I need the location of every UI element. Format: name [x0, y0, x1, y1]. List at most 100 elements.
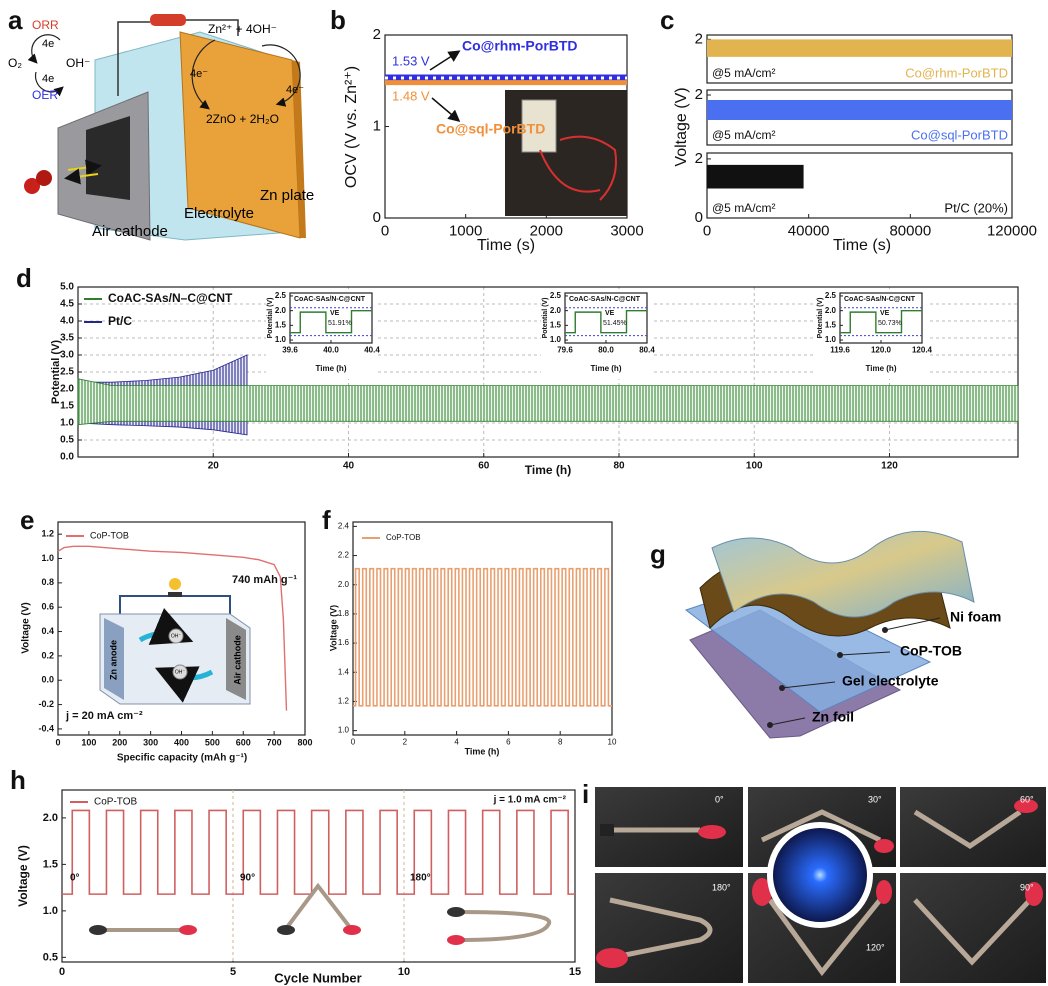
label: Air cathode — [232, 635, 242, 685]
x-tick-label: 39.6 — [282, 345, 298, 354]
panel-label: c — [660, 5, 674, 35]
x-tick-label: 40.4 — [364, 345, 380, 354]
y-tick-label: 1 — [373, 117, 381, 134]
y-tick-label: 2 — [373, 26, 381, 43]
arrow — [429, 50, 461, 71]
inset-background — [541, 289, 653, 379]
plot-frame — [77, 286, 1019, 458]
label: 180° — [712, 882, 731, 892]
annotation: VE — [605, 310, 615, 317]
label: ORR — [32, 18, 59, 32]
annotation: 180° — [410, 873, 431, 884]
photo-clip — [447, 907, 465, 917]
y-tick-label: 0.8 — [41, 577, 54, 587]
y-tick-label: 4.5 — [60, 299, 74, 310]
y-tick-label: 2.2 — [338, 551, 350, 560]
annotation: 90° — [240, 873, 255, 884]
photo-clip — [179, 925, 197, 935]
x-tick-label: 5 — [230, 966, 236, 978]
y-tick-label: 1.5 — [550, 320, 562, 329]
x-axis-label: Time (h) — [316, 364, 347, 373]
y-tick-label: 3.5 — [60, 333, 74, 344]
annotation: j = 1.0 mA cm⁻² — [493, 795, 567, 806]
x-tick-label: 0 — [703, 222, 711, 239]
x-tick-label: 1000 — [449, 222, 482, 239]
x-tick-label: 40.0 — [323, 345, 339, 354]
label: 2ZnO + 2H₂O — [206, 112, 279, 126]
label: O₂ — [8, 56, 22, 70]
legend-label: CoP-TOB — [90, 530, 129, 540]
y-tick-label: 2.5 — [275, 291, 287, 300]
y-tick-label: 1.0 — [550, 335, 562, 344]
series-label: Co@sql-PorBTD — [911, 127, 1008, 142]
x-tick-label: 200 — [112, 737, 127, 747]
y-tick-label: 5.0 — [60, 282, 74, 293]
panel-label: h — [10, 765, 26, 795]
panel-label: f — [322, 505, 331, 535]
panel-label: e — [20, 505, 34, 535]
annotation: j = 20 mA cm⁻² — [65, 710, 143, 722]
x-tick-label: 300 — [143, 737, 158, 747]
legend-label: CoP-TOB — [386, 533, 421, 542]
y-tick-label: 1.2 — [338, 697, 350, 706]
x-tick-label: 40000 — [788, 222, 830, 239]
x-tick-label: 2 — [403, 737, 408, 746]
cycling-curve — [62, 809, 575, 895]
panel-label: g — [650, 539, 666, 569]
y-tick-label: 2.5 — [825, 291, 837, 300]
x-axis-label: Time (s) — [833, 237, 891, 254]
label: 30° — [868, 794, 882, 804]
inset-background — [266, 289, 378, 379]
y-tick-label: 1.0 — [41, 553, 54, 563]
x-tick-label: 80.0 — [598, 345, 614, 354]
y-tick-label: 0.4 — [41, 626, 54, 636]
y-tick-label: 2.4 — [338, 521, 350, 530]
y-tick-label: 0.0 — [60, 452, 74, 463]
inset-background — [816, 289, 928, 379]
label: Air cathode — [92, 223, 168, 240]
y-tick-label: 2.0 — [550, 306, 562, 315]
label: Zn plate — [260, 187, 314, 204]
y-tick-label: 1.5 — [275, 320, 287, 329]
label: OER — [32, 88, 58, 102]
photo-clip — [343, 925, 361, 935]
label: 0° — [715, 794, 724, 804]
plot-frame — [352, 521, 613, 736]
legend-label: CoAC-SAs/N–C@CNT — [108, 291, 233, 305]
x-axis-label: Time (h) — [866, 364, 897, 373]
y-tick-label: 2.5 — [60, 367, 74, 378]
series-label: Co@rhm-PorBTD — [462, 38, 578, 54]
x-tick-label: 3000 — [610, 222, 643, 239]
series-label: Co@sql-PorBTD — [436, 121, 545, 137]
x-tick-label: 2000 — [530, 222, 563, 239]
x-tick-label: 0 — [55, 737, 60, 747]
x-tick-label: 120.4 — [912, 345, 933, 354]
label: Ni foam — [950, 609, 1001, 625]
y-axis-label: Potential (V) — [50, 340, 62, 405]
legend-label: CoP-TOB — [94, 797, 137, 808]
x-tick-label: 120 — [881, 461, 898, 472]
x-tick-label: 100 — [81, 737, 96, 747]
voltage-band — [77, 378, 1019, 426]
y-axis-label: Potential (V) — [542, 298, 549, 339]
y-tick-label: 0.0 — [41, 675, 54, 685]
x-axis-label: Cycle Number — [274, 970, 361, 985]
x-tick-label: 20 — [208, 461, 220, 472]
annotation: 51.91% — [328, 320, 352, 327]
x-tick-label: 79.6 — [557, 345, 573, 354]
voltage-band — [707, 100, 1012, 120]
panel-label: b — [330, 5, 346, 35]
label: Electrolyte — [184, 205, 254, 222]
cycling-curve — [353, 567, 612, 707]
label: 4e⁻ — [190, 68, 208, 80]
plot-frame — [61, 789, 576, 963]
x-axis-label: Time (h) — [591, 364, 622, 373]
y-tick-label: 1.0 — [275, 335, 287, 344]
y-tick-label: 1.2 — [41, 529, 54, 539]
y-tick-label: 2 — [695, 30, 703, 47]
x-tick-label: 120.0 — [871, 345, 892, 354]
voltage-band — [707, 39, 1012, 57]
plot-frame — [289, 292, 373, 344]
photo-clip — [277, 925, 295, 935]
